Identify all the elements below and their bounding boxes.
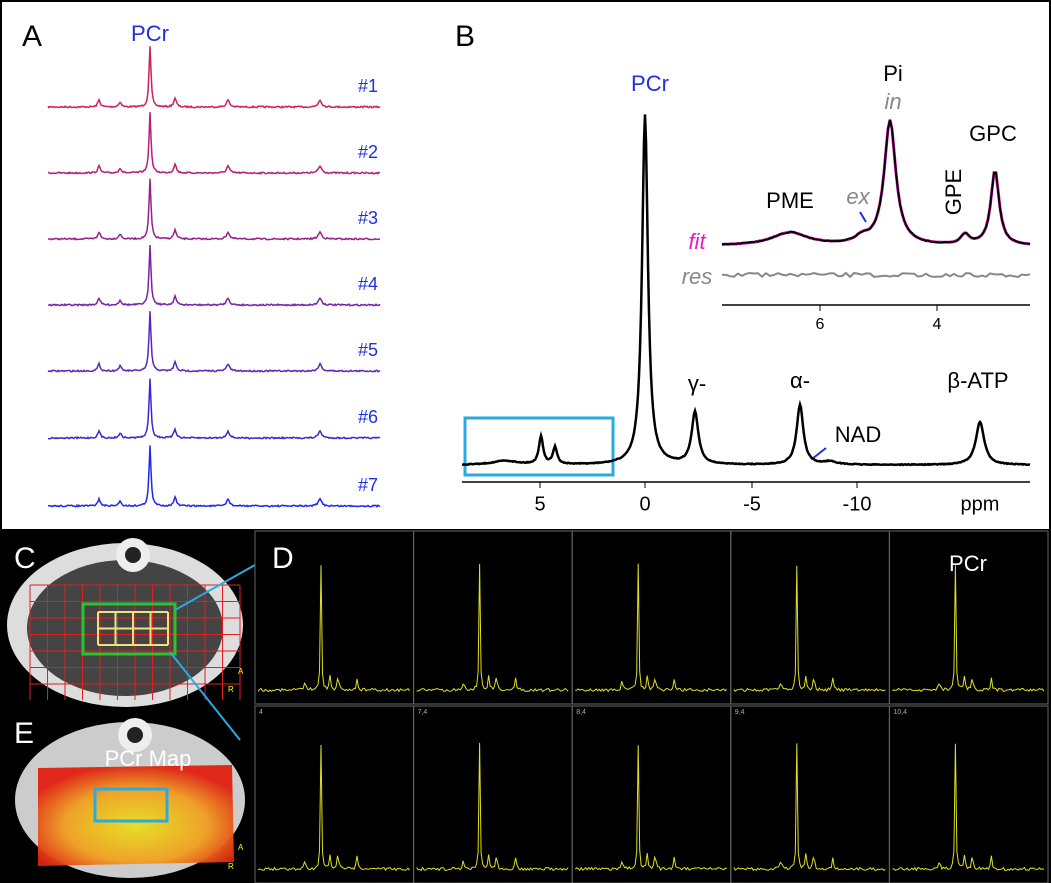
- voxel-spectrum: [574, 745, 727, 871]
- spectrum: [47, 178, 381, 241]
- orientation-label: A: [238, 843, 244, 852]
- inset-label: GPC: [969, 121, 1017, 146]
- residual: [721, 271, 1031, 279]
- x-tick-label: 4: [933, 316, 942, 333]
- spectrum: [47, 311, 381, 373]
- voxel-spectrum: [733, 743, 886, 872]
- trace-label: #7: [358, 475, 378, 495]
- voxel-spectrum: [416, 742, 569, 872]
- spectrum: [47, 112, 381, 175]
- peak-label: PCr: [631, 71, 669, 96]
- orientation-label: R: [228, 685, 234, 694]
- peak-label: α-: [790, 368, 810, 393]
- inset-label: ex: [846, 184, 870, 209]
- voxel-spectrum: [892, 565, 1045, 692]
- inset-label: GPE: [941, 169, 966, 215]
- voxel-spectrum: [257, 565, 410, 693]
- inset-label: Pi: [883, 61, 903, 86]
- spectrum: [47, 378, 381, 440]
- highlight-box: [463, 416, 615, 477]
- peak-label: NAD: [835, 422, 881, 447]
- top-frame: [0, 0, 1051, 531]
- trace-label: #5: [358, 340, 378, 360]
- cell-label: 4: [259, 709, 263, 716]
- voxel-spectrum: [257, 744, 410, 872]
- peak-label: γ-: [688, 371, 706, 396]
- x-tick-label: 5: [534, 493, 545, 515]
- axis-unit: ppm: [961, 493, 1000, 515]
- panel-label: B: [455, 20, 475, 53]
- peak-label: PCr: [949, 551, 987, 576]
- x-tick-label: -10: [843, 493, 872, 515]
- panel-label: A: [22, 20, 42, 53]
- panel-label: C: [14, 542, 36, 575]
- map-label: PCr Map: [105, 746, 192, 771]
- peak-label: β-ATP: [947, 368, 1008, 393]
- orientation-label: R: [228, 862, 234, 871]
- spectrum: [721, 119, 1031, 246]
- cell-label: 10,4: [893, 709, 907, 716]
- x-tick-label: 6: [816, 316, 825, 333]
- spectrum: [461, 114, 1031, 467]
- inset-label: fit: [688, 229, 706, 254]
- trace-label: #4: [358, 274, 378, 294]
- cell-label: 8,4: [576, 709, 586, 716]
- panel-d: D PCr 4 7,4 8,4 9,4 10,4: [254, 530, 1049, 883]
- voxel-spectrum: [575, 563, 728, 693]
- inset-label: res: [682, 264, 713, 289]
- orientation-label: A: [238, 667, 244, 676]
- spectrum: [47, 244, 381, 307]
- inset-label: PME: [766, 188, 814, 213]
- voxel-cell: [888, 705, 1049, 883]
- peak-label: PCr: [131, 21, 169, 46]
- spectrum: [47, 445, 381, 508]
- voxel-cell: [888, 530, 1049, 705]
- spectrum: [47, 46, 381, 109]
- x-tick-label: 0: [639, 493, 650, 515]
- panel-label: D: [272, 542, 294, 575]
- panel-b: B PCr γ- α- NAD β-ATP ppm PME ex Pi in G…: [455, 20, 1031, 515]
- x-tick-label: -5: [743, 493, 761, 515]
- cell-label: 7,4: [418, 709, 428, 716]
- voxel-spectrum: [733, 565, 886, 693]
- panel-e: E PCr Map A R: [14, 717, 245, 878]
- cell-label: 9,4: [735, 709, 745, 716]
- panel-c: C A R: [7, 538, 256, 741]
- panel-label: E: [14, 717, 34, 750]
- inset-label: in: [884, 89, 901, 114]
- trace-label: #1: [358, 76, 378, 96]
- voxel-spectrum: [416, 563, 569, 693]
- trace-label: #3: [358, 208, 378, 228]
- trace-label: #6: [358, 407, 378, 427]
- panel-a: A PCr #1 #2 #3 #4 #5 #6 #7: [22, 20, 381, 508]
- trace-label: #2: [358, 142, 378, 162]
- voxel-spectrum: [892, 743, 1045, 872]
